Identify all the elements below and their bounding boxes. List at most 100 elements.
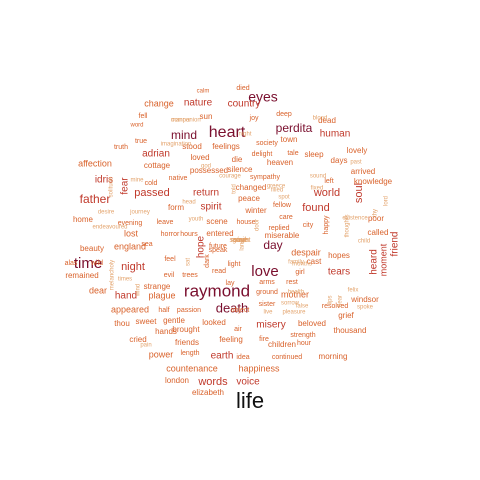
word-england: england [114, 241, 146, 251]
word-pain: pain [140, 343, 151, 349]
word-false: false [296, 304, 309, 310]
word-words: words [197, 376, 228, 388]
word-continued: continued [272, 354, 302, 361]
word-power: power [149, 349, 174, 359]
word-father: father [80, 192, 111, 206]
word-form: form [168, 203, 184, 212]
word-hand: hand [115, 291, 137, 302]
word-youth: youth [189, 217, 204, 223]
word-world: world [313, 187, 340, 199]
word-land: land [240, 239, 246, 250]
word-spirit: spirit [200, 202, 221, 213]
word-sought: sought [229, 237, 250, 244]
word-greece: greece [267, 184, 286, 190]
word-time: time [74, 255, 102, 272]
word-mine: mine [130, 178, 144, 184]
word-brought: brought [172, 325, 200, 334]
word-lovely: lovely [347, 146, 367, 155]
word-tears: tears [328, 267, 350, 278]
word-object: object [231, 307, 250, 314]
word-elizabeth: elizabeth [192, 388, 224, 397]
word-lord: lord [384, 196, 390, 206]
word-knowledge: knowledge [354, 177, 393, 186]
word-live: live [263, 310, 273, 316]
word-entered: entered [206, 229, 233, 238]
word-winter: winter [244, 206, 267, 215]
word-home: home [73, 215, 94, 224]
word-spoke: spoke [357, 305, 374, 311]
word-loved: loved [190, 153, 209, 162]
word-melancholy: melancholy [110, 260, 116, 290]
word-hours: hours [180, 231, 198, 238]
word-read: read [212, 268, 226, 275]
word-delight: delight [252, 151, 273, 158]
word-lips: lips [328, 295, 334, 304]
word-thousand: thousand [334, 326, 367, 335]
word-gave: gave [232, 237, 247, 244]
word-moment: moment [378, 243, 388, 276]
word-death: death [216, 300, 249, 315]
word-scene: scene [206, 217, 228, 226]
word-affection: affection [78, 158, 112, 168]
word-leave: leave [157, 219, 174, 226]
word-possessed: possessed [190, 166, 228, 175]
word-voice: voice [236, 377, 260, 388]
word-windsor: windsor [350, 295, 379, 304]
word-trees: trees [182, 272, 198, 279]
word-house: house [236, 219, 255, 226]
word-thou: thou [114, 319, 130, 328]
word-town: town [281, 135, 298, 144]
word-journey: journey [129, 210, 150, 216]
word-soul: soul [353, 183, 365, 203]
word-resolved: resolved [322, 303, 349, 310]
word-sympathy: sympathy [250, 174, 280, 181]
word-light: light [228, 261, 241, 268]
word-feeling: feeling [219, 335, 243, 344]
word-imagination: imagination [161, 142, 192, 148]
word-earth: earth [211, 351, 234, 362]
word-miserable: miserable [265, 231, 300, 240]
word-child: child [358, 239, 370, 245]
word-visit: visit [234, 237, 246, 244]
word-day: day [263, 238, 282, 252]
word-dead: dead [318, 116, 336, 125]
word-told: told [232, 184, 238, 194]
word-wind: wind [136, 284, 142, 297]
word-calm: calm [197, 89, 210, 95]
word-god: god [201, 164, 211, 170]
word-native: native [169, 175, 188, 182]
word-pleasure: pleasure [282, 310, 306, 316]
word-door: door [255, 219, 261, 231]
word-tale: tale [287, 150, 298, 157]
word-perdita: perdita [276, 121, 313, 135]
word-family: family [288, 260, 304, 266]
word-fixed: fixed [311, 186, 324, 192]
word-cottage: cottage [144, 161, 171, 170]
word-sleep: sleep [304, 150, 324, 159]
word-lost: lost [124, 228, 139, 238]
word-silence: silence [228, 165, 253, 174]
word-passed: passed [134, 187, 169, 199]
word-died: died [236, 85, 249, 92]
word-return: return [193, 188, 219, 199]
word-nature: nature [184, 98, 213, 109]
word-evening: evening [118, 220, 143, 227]
word-city: city [303, 222, 314, 229]
word-joy: joy [249, 115, 259, 122]
word-solitude: solitude [109, 176, 115, 197]
word-saw: saw [234, 237, 247, 244]
word-arrived: arrived [351, 167, 375, 176]
word-beloved: beloved [298, 319, 326, 328]
word-fire: fire [259, 336, 269, 343]
word-word: word [129, 123, 143, 129]
word-left: left [324, 178, 333, 185]
word-half: half [158, 307, 169, 314]
word-adrian: adrian [142, 149, 170, 160]
word-fell: fell [139, 113, 148, 120]
word-future: future [209, 243, 227, 250]
word-days: days [331, 156, 348, 165]
word-friend: friend [390, 231, 401, 256]
word-grief: grief [338, 311, 354, 320]
